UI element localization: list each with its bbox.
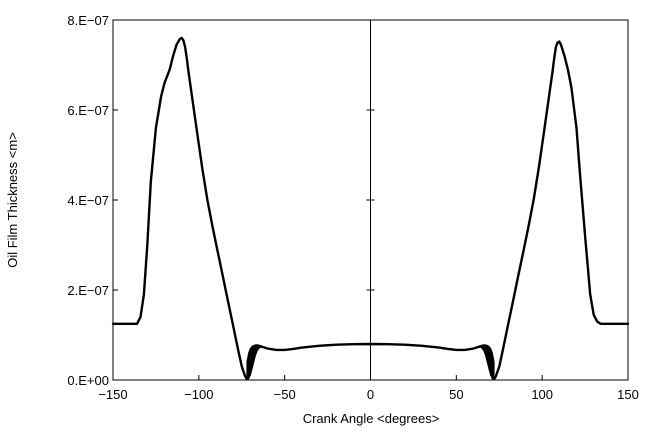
y-tick-label: 8.E−07	[67, 13, 109, 28]
x-tick-label: −100	[184, 387, 213, 402]
x-tick-label: 0	[367, 387, 374, 402]
y-axis-label: Oil Film Thickness <m>	[5, 132, 20, 268]
x-tick-label: 150	[617, 387, 639, 402]
y-ticks: 0.E+00 2.E−07 4.E−07 6.E−07 8.E−07	[67, 13, 375, 388]
y-tick-label: 4.E−07	[67, 193, 109, 208]
x-tick-label: 50	[449, 387, 463, 402]
x-tick-label: −50	[274, 387, 296, 402]
x-axis-label: Crank Angle <degrees>	[303, 411, 440, 426]
x-tick-label: −150	[98, 387, 127, 402]
y-tick-label: 0.E+00	[67, 373, 109, 388]
x-tick-label: 100	[531, 387, 553, 402]
y-tick-label: 2.E−07	[67, 283, 109, 298]
y-tick-label: 6.E−07	[67, 103, 109, 118]
x-ticks: −150 −100 −50 0 50 100 150	[98, 375, 639, 402]
